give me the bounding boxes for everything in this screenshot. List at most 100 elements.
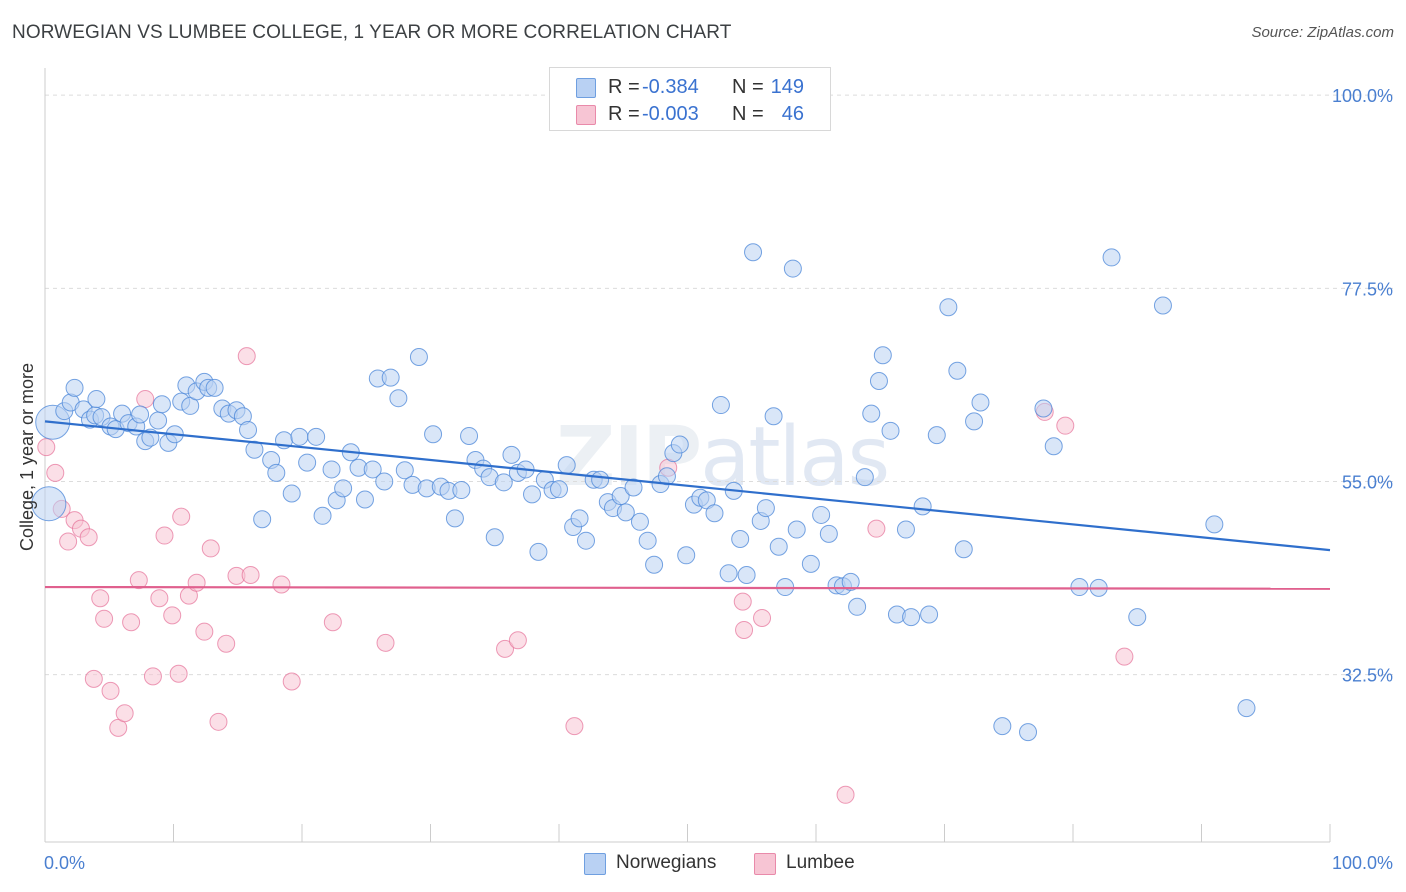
norwegian-point — [239, 420, 258, 439]
norwegian-point — [307, 427, 326, 446]
lumbee-point — [115, 704, 134, 723]
lumbee-point — [209, 712, 228, 731]
norwegian-point — [1034, 399, 1053, 418]
lumbee-point — [79, 528, 98, 547]
lumbee-point — [323, 613, 342, 632]
norwegian-point — [971, 393, 990, 412]
norwegian-point — [1128, 608, 1147, 627]
norwegian-point — [855, 468, 874, 487]
norwegian-point — [65, 378, 84, 397]
correlation-legend: R = -0.384 N = 149 R = -0.003 N = 46 — [549, 67, 831, 131]
norwegian-point — [152, 395, 171, 414]
lumbee-point — [1115, 647, 1134, 666]
lumbee-point — [735, 620, 754, 639]
norwegian-point — [485, 528, 504, 547]
norwegian-point — [769, 537, 788, 556]
x-tick-label: 100.0% — [1332, 853, 1393, 873]
legend-r-value: -0.384 — [642, 76, 699, 98]
legend-r-label: R = — [608, 76, 640, 98]
legend-swatch-norwegians — [576, 78, 596, 98]
norwegian-point — [801, 554, 820, 573]
norwegian-point — [460, 426, 479, 445]
lumbee-point — [867, 519, 886, 538]
norwegian-point — [927, 426, 946, 445]
lumbee-point — [129, 571, 148, 590]
lumbee-point — [565, 717, 584, 736]
norwegian-point — [812, 505, 831, 524]
y-axis-label: College, 1 year or more — [17, 363, 37, 551]
lumbee-point — [46, 463, 65, 482]
bottom-legend-swatch-lumbee — [754, 853, 776, 875]
norwegian-point — [389, 389, 408, 408]
lumbee-point — [91, 589, 110, 608]
norwegian-point — [363, 460, 382, 479]
lumbee-point — [1056, 416, 1075, 435]
lumbee-point — [282, 672, 301, 691]
bottom-legend-swatch-norwegians — [584, 853, 606, 875]
norwegian-point — [1019, 723, 1038, 742]
norwegian-point — [395, 461, 414, 480]
lumbee-point — [187, 573, 206, 592]
lumbee-point — [172, 507, 191, 526]
chart-title: NORWEGIAN VS LUMBEE COLLEGE, 1 YEAR OR M… — [12, 22, 732, 43]
norwegian-point — [705, 504, 724, 523]
lumbee-point — [101, 681, 120, 700]
norwegian-point — [570, 509, 589, 528]
norwegian-point — [375, 472, 394, 491]
norwegian-point — [719, 564, 738, 583]
lumbee-point — [733, 592, 752, 611]
norwegian-point — [638, 531, 657, 550]
norwegian-point — [881, 421, 900, 440]
legend-n-label: N = — [732, 76, 764, 98]
norwegian-point — [954, 540, 973, 559]
norwegian-point — [205, 378, 224, 397]
lumbee-point — [95, 609, 114, 628]
norwegian-point — [756, 499, 775, 518]
norwegian-point — [645, 555, 664, 574]
legend-n-value: 46 — [781, 103, 804, 125]
y-tick-label: 77.5% — [1342, 279, 1393, 299]
lumbee-point — [376, 633, 395, 652]
lumbee-point — [84, 669, 103, 688]
legend-r-label: R = — [608, 103, 640, 125]
norwegian-point — [322, 460, 341, 479]
norwegian-point — [948, 361, 967, 380]
norwegian-point — [1205, 515, 1224, 534]
norwegian-point — [624, 478, 643, 497]
norwegian-point — [1153, 296, 1172, 315]
y-tick-label: 55.0% — [1342, 472, 1393, 492]
norwegian-point — [920, 605, 939, 624]
norwegian-point — [290, 427, 309, 446]
lumbee-point — [508, 631, 527, 650]
bottom-legend-label-lumbee: Lumbee — [786, 852, 855, 873]
norwegian-point — [764, 407, 783, 426]
norwegian-point — [1237, 699, 1256, 718]
lumbee-point — [241, 566, 260, 585]
norwegian-point — [550, 480, 568, 499]
norwegian-point — [616, 503, 635, 522]
lumbee-point — [169, 664, 188, 683]
norwegian-point — [873, 346, 892, 365]
norwegian-point — [965, 412, 984, 431]
norwegian-point — [869, 372, 888, 391]
norwegian-point — [445, 509, 464, 528]
norwegian-point — [902, 608, 921, 627]
lumbee-point — [163, 606, 182, 625]
norwegian-point — [557, 456, 576, 475]
norwegian-point — [1070, 578, 1089, 597]
norwegian-point — [841, 572, 860, 591]
axis-labels: 32.5% 55.0% 77.5% 100.0% 0.0% 100.0% College, … — [17, 86, 1393, 873]
source-label: Source: ZipAtlas.com — [1251, 24, 1394, 41]
norwegian-point — [334, 479, 353, 498]
norwegian-point — [313, 506, 332, 525]
norwegian-point — [523, 485, 542, 504]
norwegian-trend-line — [44, 420, 1331, 552]
norwegian-point — [1044, 437, 1063, 456]
norwegian-point — [409, 347, 428, 366]
norwegian-point — [529, 542, 548, 561]
norwegian-point — [131, 405, 150, 424]
legend-row-norwegians: R = -0.384 N = 149 — [550, 75, 830, 101]
norwegian-point — [993, 717, 1012, 736]
legend-n-value: 149 — [770, 76, 804, 98]
